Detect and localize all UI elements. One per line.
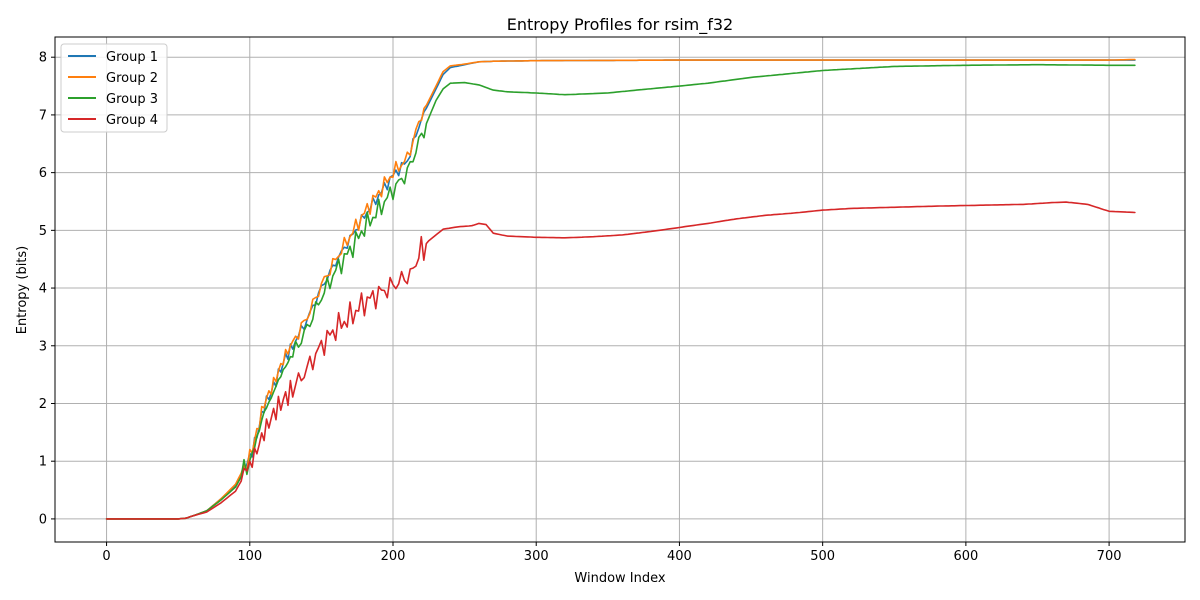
chart-title: Entropy Profiles for rsim_f32 bbox=[507, 15, 733, 35]
series-line-group-3 bbox=[105, 63, 1136, 520]
x-tick-label: 500 bbox=[810, 549, 835, 564]
series-line-group-4 bbox=[105, 201, 1136, 520]
y-tick-label: 5 bbox=[39, 224, 47, 239]
plot-frame bbox=[54, 36, 1186, 543]
y-tick-label: 2 bbox=[39, 397, 47, 412]
legend: Group 1 Group 2 Group 3 Group 4 bbox=[60, 43, 168, 133]
legend-label-group-1: Group 1 bbox=[106, 50, 158, 65]
y-axis-label: Entropy (bits) bbox=[15, 246, 30, 335]
x-tick-label: 400 bbox=[667, 549, 692, 564]
y-tick-label: 6 bbox=[39, 166, 47, 181]
series-line-group-2 bbox=[105, 58, 1136, 520]
legend-label-group-4: Group 4 bbox=[106, 113, 158, 128]
x-tick-label: 300 bbox=[524, 549, 549, 564]
x-tick-label: 100 bbox=[237, 549, 262, 564]
x-axis-label: Window Index bbox=[574, 571, 665, 586]
x-tick-label: 600 bbox=[953, 549, 978, 564]
x-tick-label: 200 bbox=[381, 549, 406, 564]
y-tick-label: 7 bbox=[39, 108, 47, 123]
x-tick-label: 700 bbox=[1097, 549, 1122, 564]
y-tick-label: 1 bbox=[39, 455, 47, 470]
y-tick-label: 4 bbox=[39, 282, 47, 297]
y-tick-label: 8 bbox=[39, 51, 47, 66]
legend-label-group-3: Group 3 bbox=[106, 92, 158, 107]
grid bbox=[55, 37, 1185, 542]
legend-label-group-2: Group 2 bbox=[106, 71, 158, 86]
legend-frame bbox=[60, 43, 168, 133]
y-axis-ticks: 0 1 2 3 4 5 6 7 8 bbox=[39, 51, 55, 527]
y-tick-label: 0 bbox=[39, 512, 47, 527]
series-layer bbox=[105, 58, 1136, 520]
x-tick-label: 0 bbox=[102, 549, 110, 564]
y-tick-label: 3 bbox=[39, 339, 47, 354]
x-axis-ticks: 0 100 200 300 400 500 600 700 bbox=[102, 542, 1122, 564]
